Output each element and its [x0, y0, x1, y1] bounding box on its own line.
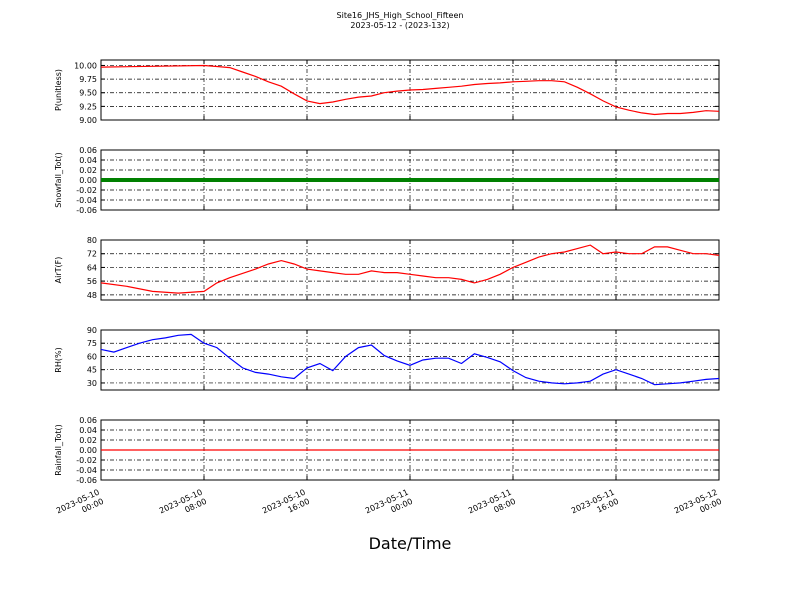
y-tick-label: -0.06: [76, 206, 97, 215]
x-tick-label: 2023-05-1100:00: [364, 488, 414, 525]
x-tick-label: 2023-05-1108:00: [467, 488, 517, 525]
y-tick-label: -0.02: [76, 456, 97, 465]
y-tick-label: -0.04: [76, 466, 97, 475]
x-tick-label: 2023-05-1116:00: [570, 488, 620, 525]
y-tick-label: 0.02: [79, 166, 97, 175]
x-tick-label: 2023-05-1200:00: [673, 488, 723, 525]
y-tick-label: -0.04: [76, 196, 97, 205]
y-tick-label: 0.06: [79, 416, 97, 425]
figure-subtitle: 2023-05-12 - (2023-132): [350, 21, 450, 30]
y-tick-label: 0.00: [79, 176, 97, 185]
y-tick-label: 64: [87, 263, 97, 272]
y-tick-label: 9.00: [79, 116, 97, 125]
series-line: [100, 333, 720, 386]
y-axis-label: Rainfall_Tot(): [54, 424, 63, 476]
y-axis-label: RH(%): [54, 347, 63, 372]
y-tick-label: 0.06: [79, 146, 97, 155]
y-tick-label: 9.75: [79, 75, 97, 84]
figure-title: Site16_JHS_High_School_Fifteen: [336, 11, 464, 20]
y-tick-label: 0.04: [79, 426, 97, 435]
figure-title-block: Site16_JHS_High_School_Fifteen 2023-05-1…: [0, 11, 800, 31]
y-tick-label: 48: [87, 291, 97, 300]
y-tick-label: 72: [87, 250, 97, 259]
y-tick-label: 56: [87, 277, 97, 286]
y-tick-label: 9.25: [79, 102, 97, 111]
x-tick-label: 2023-05-1000:00: [55, 488, 105, 525]
y-tick-label: -0.02: [76, 186, 97, 195]
y-axis-label: P(unitless): [54, 69, 63, 111]
y-tick-label: 9.50: [79, 89, 97, 98]
y-tick-label: 10.00: [74, 61, 97, 70]
y-tick-label: 80: [87, 236, 97, 245]
y-tick-label: 45: [87, 366, 97, 375]
y-tick-label: -0.06: [76, 476, 97, 485]
y-tick-label: 75: [87, 339, 97, 348]
y-tick-label: 0.00: [79, 446, 97, 455]
y-tick-label: 90: [87, 326, 97, 335]
y-tick-label: 60: [87, 352, 97, 361]
x-tick-label: 2023-05-1008:00: [158, 488, 208, 525]
y-tick-label: 30: [87, 379, 97, 388]
x-axis-label: Date/Time: [368, 534, 452, 553]
x-tick-label: 2023-05-1016:00: [261, 488, 311, 525]
series-line: [100, 244, 720, 294]
y-axis-label: AirT(F): [54, 257, 63, 284]
series-line: [100, 64, 720, 116]
y-tick-label: 0.02: [79, 436, 97, 445]
y-axis-label: Snowfall_Tot(): [54, 152, 63, 208]
y-tick-label: 0.04: [79, 156, 97, 165]
